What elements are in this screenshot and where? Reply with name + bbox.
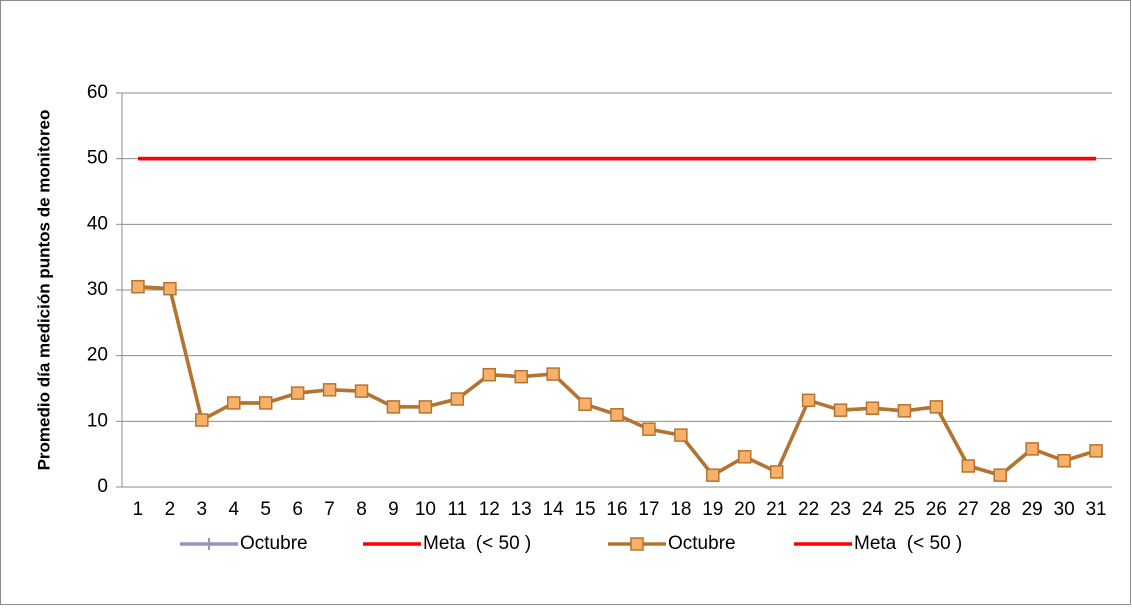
legend-marker bbox=[630, 537, 644, 551]
legend-label: Octubre bbox=[668, 533, 736, 554]
x-tick-label: 22 bbox=[798, 499, 819, 520]
x-tick-label: 8 bbox=[356, 499, 367, 520]
x-tick-label: 20 bbox=[734, 499, 755, 520]
marker bbox=[865, 401, 880, 415]
marker bbox=[227, 396, 241, 410]
x-tick-label: 25 bbox=[894, 499, 915, 520]
marker bbox=[833, 403, 848, 417]
x-tick-label: 19 bbox=[702, 499, 723, 520]
legend-label: Meta (< 50 ) bbox=[854, 533, 962, 554]
x-tick-label: 18 bbox=[670, 499, 691, 520]
x-tick-label: 14 bbox=[543, 499, 565, 520]
x-tick-label: 11 bbox=[447, 499, 467, 520]
legend-marker bbox=[203, 538, 215, 550]
y-tick-label: 30 bbox=[87, 279, 108, 300]
marker bbox=[131, 279, 145, 294]
x-tick-label: 2 bbox=[165, 499, 176, 520]
x-tick-label: 4 bbox=[228, 499, 239, 520]
marker bbox=[897, 404, 912, 418]
marker bbox=[386, 400, 401, 414]
x-tick-label: 30 bbox=[1054, 499, 1075, 520]
marker bbox=[961, 459, 976, 473]
x-tick-label: 26 bbox=[926, 499, 947, 520]
marker bbox=[450, 392, 465, 406]
marker bbox=[993, 468, 1007, 482]
legend-label: Octubre bbox=[240, 533, 308, 554]
marker bbox=[1057, 453, 1071, 468]
x-tick-label: 24 bbox=[862, 499, 884, 520]
marker bbox=[195, 413, 209, 427]
x-tick-label: 15 bbox=[574, 499, 595, 520]
y-tick-label: 40 bbox=[87, 213, 108, 234]
marker bbox=[769, 465, 784, 479]
x-tick-label: 9 bbox=[388, 499, 399, 520]
x-tick-label: 31 bbox=[1085, 499, 1106, 520]
marker bbox=[1025, 442, 1039, 456]
marker bbox=[163, 281, 177, 296]
y-tick-label: 0 bbox=[97, 476, 108, 497]
marker bbox=[258, 396, 273, 410]
x-tick-label: 6 bbox=[292, 499, 303, 520]
marker bbox=[642, 422, 656, 436]
x-tick-label: 5 bbox=[260, 499, 271, 520]
y-tick-label: 50 bbox=[87, 148, 108, 169]
x-tick-label: 17 bbox=[638, 499, 659, 520]
x-tick-label: 21 bbox=[766, 499, 787, 520]
x-tick-label: 12 bbox=[479, 499, 500, 520]
marker bbox=[578, 397, 592, 412]
marker bbox=[610, 408, 624, 422]
marker bbox=[737, 450, 752, 464]
x-tick-label: 16 bbox=[606, 499, 627, 520]
marker bbox=[290, 386, 305, 400]
marker bbox=[706, 468, 720, 482]
marker bbox=[546, 367, 560, 381]
y-tick-label: 10 bbox=[87, 410, 108, 431]
x-tick-label: 7 bbox=[324, 499, 335, 520]
y-axis-label: Promedio día medición puntos de monitore… bbox=[34, 110, 53, 471]
y-tick-label: 60 bbox=[87, 82, 108, 103]
marker bbox=[1089, 444, 1103, 458]
x-tick-label: 10 bbox=[415, 499, 436, 520]
marker bbox=[929, 400, 944, 414]
x-tick-label: 28 bbox=[990, 499, 1011, 520]
x-tick-label: 27 bbox=[958, 499, 979, 520]
marker bbox=[801, 393, 816, 408]
x-tick-label: 23 bbox=[830, 499, 851, 520]
marker bbox=[418, 400, 433, 414]
x-tick-label: 29 bbox=[1022, 499, 1043, 520]
y-tick-label: 20 bbox=[87, 345, 108, 366]
marker bbox=[322, 383, 337, 397]
marker bbox=[514, 369, 528, 384]
marker bbox=[674, 428, 688, 442]
x-tick-label: 13 bbox=[511, 499, 532, 520]
legend-label: Meta (< 50 ) bbox=[423, 533, 531, 554]
x-tick-label: 1 bbox=[133, 499, 144, 520]
marker bbox=[354, 384, 369, 398]
marker bbox=[482, 367, 497, 382]
x-tick-label: 3 bbox=[197, 499, 208, 520]
